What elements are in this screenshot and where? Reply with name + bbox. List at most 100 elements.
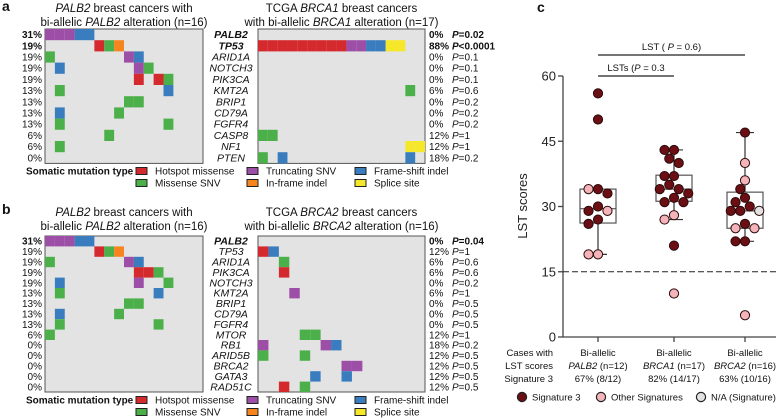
mutation-cell <box>267 40 278 52</box>
data-point-sig3 <box>659 144 670 156</box>
mutation-cell <box>277 152 288 164</box>
right-frequency: 0% <box>429 75 444 86</box>
right-oncoprint <box>257 28 426 164</box>
p-symbol: P <box>452 109 459 120</box>
right-frequency: 0% <box>429 53 444 64</box>
mutation-cell <box>133 298 144 309</box>
p-number: =0.04 <box>459 237 485 248</box>
data-point-sig3 <box>735 205 746 216</box>
legend-label: Missense SNV <box>155 408 221 418</box>
right-frequency: 0% <box>429 310 444 321</box>
right-frequency: 0% <box>429 30 444 41</box>
mutation-cell <box>415 141 425 153</box>
mutation-legend: Somatic mutation type Hotspot missense Tru… <box>26 167 448 190</box>
p-value: P=0.5 <box>452 372 479 383</box>
gene-label: BRIP1 <box>216 96 246 108</box>
left-frequency: 13% <box>22 299 42 310</box>
left-frequency: 19% <box>22 64 42 75</box>
p-number: = 0.6) <box>674 42 701 53</box>
mutation-cell <box>341 360 352 372</box>
p-number: =0.5 <box>459 310 479 321</box>
right-frequency: 0% <box>429 299 444 310</box>
legend-marker-sig3 <box>516 391 528 403</box>
mutation-cell <box>326 40 337 52</box>
p-symbol: P <box>452 320 459 331</box>
p-symbol: P <box>452 278 459 289</box>
title-segment: alteration (n=16) <box>120 221 207 233</box>
mutation-cell <box>45 236 55 247</box>
p-number: =1 <box>459 142 471 153</box>
mutation-cell <box>153 288 164 299</box>
data-point-sig3 <box>739 192 751 203</box>
gene-label: KMT2A <box>213 288 248 300</box>
p-number: =0.2 <box>459 341 479 352</box>
data-point-other <box>730 223 741 234</box>
data-point-sig3 <box>673 157 684 169</box>
title-segment: TCGA <box>266 3 301 15</box>
mutation-cell <box>54 107 65 119</box>
p-symbol: P <box>452 330 459 341</box>
right-panel-title: with bi-allelic BRCA1 alteration (n=17) <box>243 17 438 29</box>
mutation-cell <box>133 277 144 288</box>
title-segment: bi-allelic <box>41 17 86 29</box>
p-number: <0.0001 <box>459 41 496 52</box>
y-axis-label: LST scores <box>515 173 530 239</box>
mutation-cell <box>310 371 321 382</box>
right-panel-title: TCGA BRCA1 breast cancers <box>266 3 418 15</box>
p-symbol: P <box>452 53 459 64</box>
y-tick-label: 15 <box>542 264 556 279</box>
p-value: P=1 <box>452 131 471 142</box>
left-panel-title: PALB2 breast cancers with <box>55 207 192 219</box>
mutation-cell <box>278 267 290 278</box>
data-point-other <box>668 288 680 299</box>
mutation-cell <box>133 256 144 268</box>
gene-label: BRIP1 <box>216 298 246 310</box>
mutation-cell <box>133 267 144 278</box>
legend-marker-other <box>595 391 607 403</box>
gene-name: PALB2 <box>568 361 598 372</box>
gene-label: CD79A <box>214 108 248 120</box>
legend-marker-na <box>695 391 707 403</box>
p-symbol: P <box>452 120 459 131</box>
mutation-cell <box>114 308 124 320</box>
left-frequency: 19% <box>22 278 42 289</box>
title-segment: with bi-allelic <box>243 221 312 233</box>
mutation-cell <box>331 340 342 351</box>
p-value: P=0.2 <box>452 341 479 352</box>
p-value: P=0.1 <box>452 53 479 64</box>
p-symbol: P <box>452 382 459 393</box>
title-segment: PALB2 <box>55 3 91 15</box>
legend-label: Signature 3 <box>532 393 581 404</box>
left-oncoprint <box>44 28 204 164</box>
p-value: P=0.5 <box>452 320 479 331</box>
p-symbol: P <box>452 372 459 383</box>
p-symbol: P <box>634 63 641 74</box>
mutation-cell <box>405 152 416 164</box>
left-frequency: 13% <box>22 310 42 321</box>
mutation-cell <box>84 236 95 247</box>
data-point-other <box>583 249 594 260</box>
gene-label: KMT2A <box>213 85 248 97</box>
p-value: P=0.5 <box>452 382 479 393</box>
mutation-cell <box>54 308 65 320</box>
p-number: =0.5 <box>459 382 479 393</box>
gene-name: BRCA1 <box>643 361 675 372</box>
data-point-sig3 <box>583 205 594 216</box>
data-point-other <box>659 214 670 225</box>
p-number: =0.2 <box>459 153 479 164</box>
signature3-fraction: 82% (14/17) <box>648 374 700 385</box>
legend-label: N/A (Signature) <box>711 393 776 404</box>
gene-label: ARID1A <box>211 52 250 64</box>
mutation-cell <box>163 73 174 85</box>
p-value: P<0.0001 <box>452 41 496 52</box>
mutation-cell <box>351 360 363 372</box>
p-number: =0.1 <box>459 64 479 75</box>
data-point-sig3 <box>592 214 604 225</box>
sample-count: (n=16) <box>746 361 776 372</box>
data-point-sig3 <box>592 88 604 99</box>
data-point-sig3 <box>673 184 684 195</box>
p-number: =0.6 <box>459 268 479 279</box>
legend-label: Other Signatures <box>611 393 683 404</box>
p-symbol: P <box>452 131 459 142</box>
